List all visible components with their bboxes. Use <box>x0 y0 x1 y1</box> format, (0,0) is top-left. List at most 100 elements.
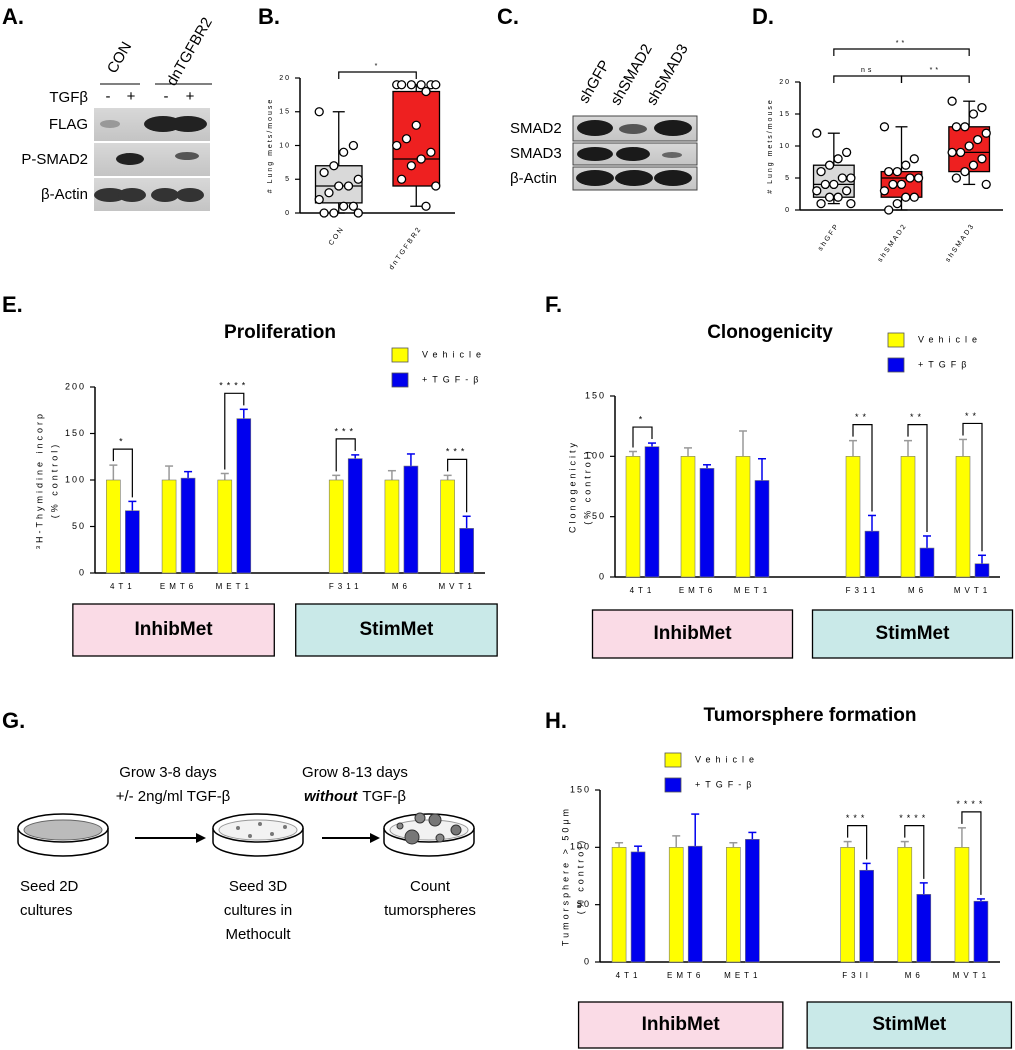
bar <box>459 528 474 574</box>
group-box <box>577 1001 784 1049</box>
bar <box>699 468 715 578</box>
data-point <box>401 134 412 144</box>
y-tick-label: 0 <box>285 210 291 217</box>
cells <box>218 819 298 841</box>
data-point <box>905 173 915 183</box>
y-axis-label: (% control) <box>49 442 59 519</box>
group-label: dnTGFBR2 <box>163 15 216 89</box>
x-tick-label: 4T1 <box>110 582 136 591</box>
band <box>100 120 120 128</box>
data-point <box>884 205 894 215</box>
data-point <box>353 208 363 218</box>
data-point <box>968 109 979 119</box>
y-tick-label: 50 <box>592 511 606 521</box>
significance-label: ns <box>861 67 874 74</box>
data-point <box>392 140 402 151</box>
x-tick-label: F311 <box>329 582 363 591</box>
panel-label: F. <box>545 292 562 317</box>
data-point <box>824 192 835 202</box>
bar <box>974 563 990 578</box>
x-tick-label: 4T1 <box>630 586 656 595</box>
data-point <box>816 198 826 209</box>
x-tick-label: EMT6 <box>667 971 704 980</box>
data-point <box>348 201 359 211</box>
tumorsphere <box>428 813 442 827</box>
significance-label: ** <box>910 412 925 422</box>
x-tick-label: M6 <box>392 582 411 591</box>
y-tick-label: 0 <box>785 207 791 214</box>
data-point <box>913 173 924 183</box>
data-point <box>319 208 329 218</box>
bar <box>735 456 751 578</box>
data-point <box>947 96 957 106</box>
significance-bracket <box>447 458 468 513</box>
bar <box>859 869 874 963</box>
data-point <box>837 173 848 183</box>
x-tick-label: MET1 <box>216 582 253 591</box>
transition-text: Grow 8-13 days <box>302 764 408 781</box>
group-label: StimMet <box>872 1014 947 1035</box>
group-box <box>591 609 794 659</box>
band <box>175 152 199 160</box>
group-box <box>811 609 1014 659</box>
significance-bracket <box>632 426 653 448</box>
bar <box>644 446 660 578</box>
y-tick-label: 50 <box>72 521 86 531</box>
bar <box>180 477 196 574</box>
bar <box>347 458 363 574</box>
data-point <box>896 179 907 190</box>
y-tick-label: 20 <box>279 75 291 82</box>
emphasis: without <box>304 788 358 805</box>
data-point <box>947 147 957 158</box>
row-label: P-SMAD2 <box>21 151 88 168</box>
y-tick-label: 0 <box>79 567 86 577</box>
data-point <box>324 188 334 198</box>
band <box>654 170 692 186</box>
bar <box>919 547 935 578</box>
band <box>116 153 144 165</box>
bar <box>106 479 121 574</box>
data-point <box>329 208 339 218</box>
data-point <box>977 154 987 164</box>
significance-label: **** <box>956 799 986 809</box>
y-axis-label: ³H-Thymidine incorp <box>34 411 44 549</box>
bar <box>954 847 970 963</box>
data-point <box>338 201 349 211</box>
data-point <box>812 186 822 196</box>
bar <box>611 847 627 963</box>
cell <box>248 834 252 838</box>
band <box>151 188 179 202</box>
significance-bracket <box>961 811 982 895</box>
data-point <box>888 179 898 190</box>
chart-title: Clonogenicity <box>707 322 833 343</box>
data-point <box>901 160 911 170</box>
band <box>616 147 650 161</box>
group-label: InhibMet <box>135 619 214 640</box>
sign: + <box>127 88 136 105</box>
data-point <box>426 147 436 157</box>
step-text: cultures <box>20 902 73 919</box>
data-point <box>879 122 890 132</box>
bar <box>403 465 419 574</box>
bar <box>440 479 455 574</box>
y-tick-label: 10 <box>779 143 791 150</box>
cells <box>23 819 103 841</box>
bar <box>161 479 177 574</box>
significance-bracket <box>833 75 903 83</box>
sign: - <box>106 88 111 105</box>
legend-label: +TGF-β <box>422 374 483 384</box>
x-tick-label: MVT1 <box>954 586 991 595</box>
y-tick-label: 100 <box>585 451 606 461</box>
y-tick-label: 200 <box>65 381 86 391</box>
significance-bracket <box>904 825 925 879</box>
legend-label: Vehicle <box>422 349 486 359</box>
significance-label: ** <box>896 40 907 47</box>
legend-label: Vehicle <box>918 334 982 344</box>
significance-bracket <box>847 825 868 860</box>
x-tick-label: CON <box>328 225 346 247</box>
y-tick-label: 0 <box>584 956 591 966</box>
bar <box>745 839 760 963</box>
group-label: StimMet <box>359 619 434 640</box>
data-point <box>955 147 966 158</box>
cell <box>258 822 262 826</box>
